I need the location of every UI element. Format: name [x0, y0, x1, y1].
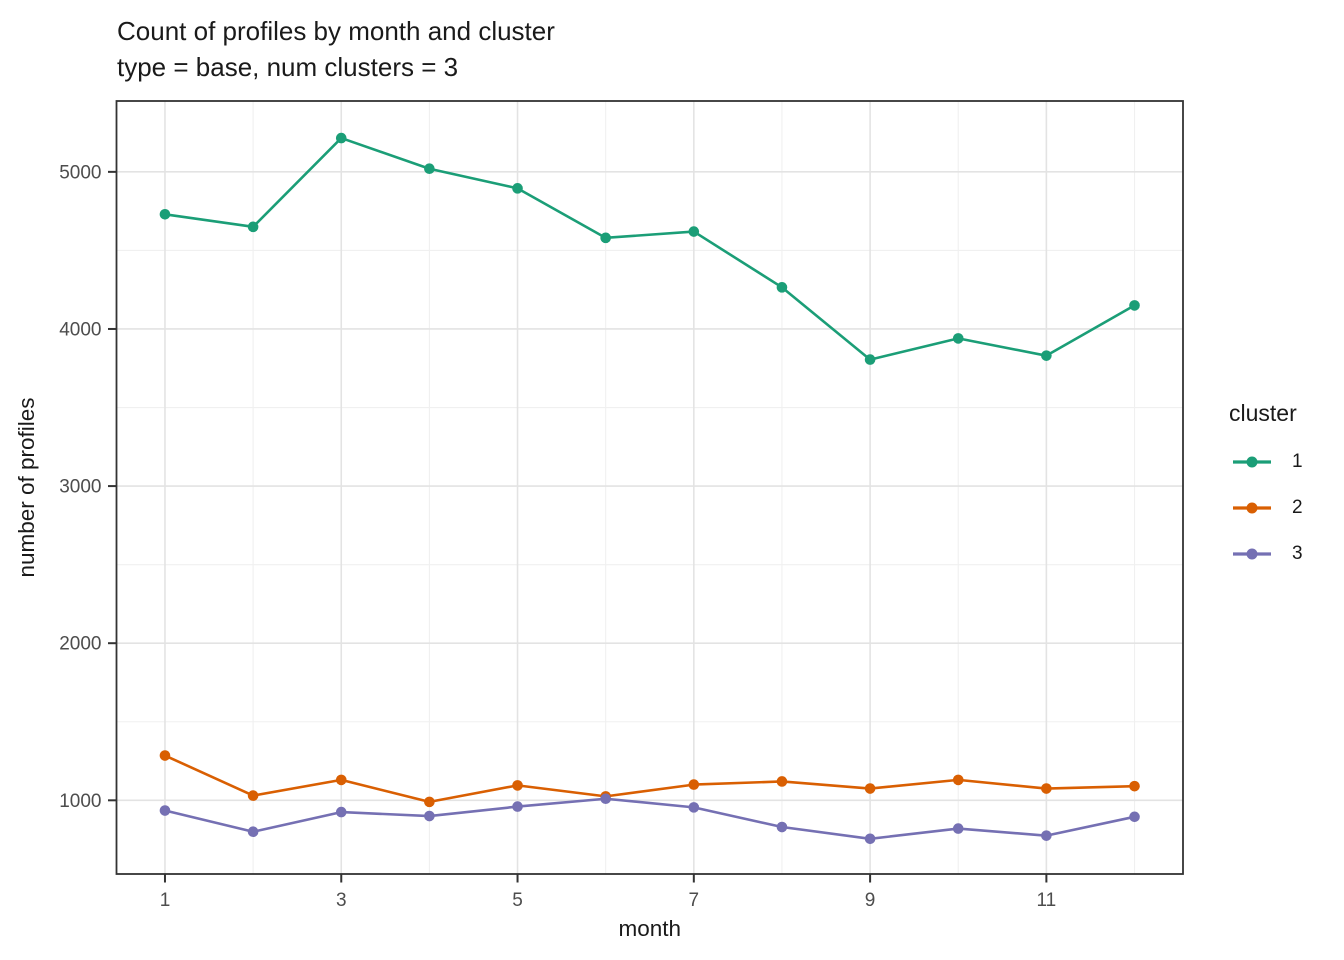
- legend-entries: 1 2 3: [1229, 439, 1303, 577]
- legend-key-point: [1246, 456, 1258, 468]
- y-axis-title: number of profiles: [14, 397, 39, 577]
- y-tick-label: 2000: [59, 634, 101, 655]
- series-points: [159, 132, 1140, 845]
- legend-key-point: [1246, 502, 1258, 514]
- legend: cluster 1 2 3: [1229, 399, 1303, 577]
- data-point-cluster-3-month-12: [1129, 811, 1140, 823]
- series-lines: [164, 136, 1136, 841]
- legend-title: cluster: [1229, 400, 1297, 426]
- data-point-cluster-1-month-12: [1129, 300, 1140, 311]
- data-point-cluster-1-month-9: [864, 354, 876, 365]
- data-point-cluster-2-month-11: [1041, 783, 1052, 794]
- data-point-cluster-2-month-10: [952, 774, 964, 786]
- y-axis-ticks: 1000 2000 3000 4000 5000: [59, 162, 117, 812]
- x-tick-label: 1: [160, 890, 171, 911]
- legend-entry-label: 2: [1292, 497, 1303, 518]
- x-tick-label: 3: [336, 890, 347, 911]
- legend-entry-cluster-1: 1: [1229, 439, 1303, 485]
- legend-entry-label: 3: [1292, 543, 1303, 564]
- legend-key-icon: [1233, 548, 1271, 560]
- chart-titles: Count of profiles by month and cluster t…: [117, 13, 555, 85]
- data-point-cluster-1-month-8: [776, 282, 788, 293]
- data-point-cluster-1-month-2: [247, 221, 259, 233]
- x-tick-label: 9: [865, 890, 876, 911]
- data-point-cluster-3-month-9: [864, 833, 876, 845]
- series-line-cluster-2: [164, 754, 1135, 804]
- data-point-cluster-3-month-8: [776, 821, 788, 833]
- x-tick-label: 7: [689, 890, 700, 911]
- data-point-cluster-1-month-4: [424, 163, 435, 175]
- y-tick-label: 5000: [59, 162, 101, 183]
- series-line-cluster-3: [164, 797, 1135, 841]
- data-point-cluster-2-month-7: [688, 779, 700, 790]
- x-tick-label: 11: [1037, 890, 1057, 911]
- chart-subtitle: type = base, num clusters = 3: [117, 52, 459, 82]
- x-axis-ticks: 1 3 5 7 9 11: [160, 874, 1057, 911]
- gridlines-minor: [116, 101, 1183, 874]
- data-point-cluster-3-month-11: [1041, 830, 1052, 841]
- series-line-cluster-1: [164, 136, 1136, 361]
- chart-title: Count of profiles by month and cluster: [117, 16, 555, 46]
- data-point-cluster-1-month-7: [688, 226, 700, 237]
- legend-entry-cluster-3: 3: [1229, 531, 1303, 577]
- legend-key-icon: [1233, 502, 1271, 514]
- y-tick-label: 1000: [59, 791, 101, 812]
- legend-key-icon: [1233, 456, 1271, 468]
- data-point-cluster-1-month-1: [159, 208, 171, 220]
- data-point-cluster-2-month-4: [424, 796, 435, 808]
- legend-entry-cluster-2: 2: [1229, 485, 1303, 531]
- data-point-cluster-2-month-12: [1129, 780, 1140, 792]
- data-point-cluster-2-month-1: [159, 750, 171, 761]
- legend-entry-label: 1: [1292, 451, 1303, 472]
- data-point-cluster-3-month-3: [335, 806, 347, 818]
- data-point-cluster-3-month-6: [600, 793, 611, 805]
- data-point-cluster-2-month-9: [864, 783, 876, 794]
- data-point-cluster-3-month-5: [512, 801, 523, 812]
- y-tick-label: 3000: [59, 477, 101, 498]
- data-point-cluster-2-month-8: [776, 776, 788, 787]
- data-point-cluster-3-month-1: [159, 805, 171, 816]
- data-point-cluster-3-month-10: [952, 823, 964, 834]
- x-tick-label: 5: [512, 890, 523, 911]
- data-point-cluster-1-month-6: [600, 232, 611, 244]
- y-tick-label: 4000: [59, 319, 101, 340]
- data-point-cluster-1-month-5: [512, 183, 523, 194]
- data-point-cluster-2-month-5: [512, 780, 523, 791]
- data-point-cluster-1-month-10: [952, 333, 964, 344]
- data-point-cluster-3-month-7: [688, 802, 700, 813]
- panel-border: [115, 100, 1184, 875]
- gridlines-major: [116, 101, 1183, 874]
- data-point-cluster-3-month-2: [247, 826, 259, 838]
- data-point-cluster-1-month-11: [1041, 350, 1052, 361]
- data-point-cluster-2-month-2: [247, 790, 259, 801]
- data-point-cluster-2-month-3: [335, 774, 347, 786]
- data-point-cluster-3-month-4: [424, 810, 435, 822]
- legend-key-point: [1246, 548, 1258, 560]
- x-axis-title: month: [618, 916, 681, 941]
- data-point-cluster-1-month-3: [335, 132, 347, 144]
